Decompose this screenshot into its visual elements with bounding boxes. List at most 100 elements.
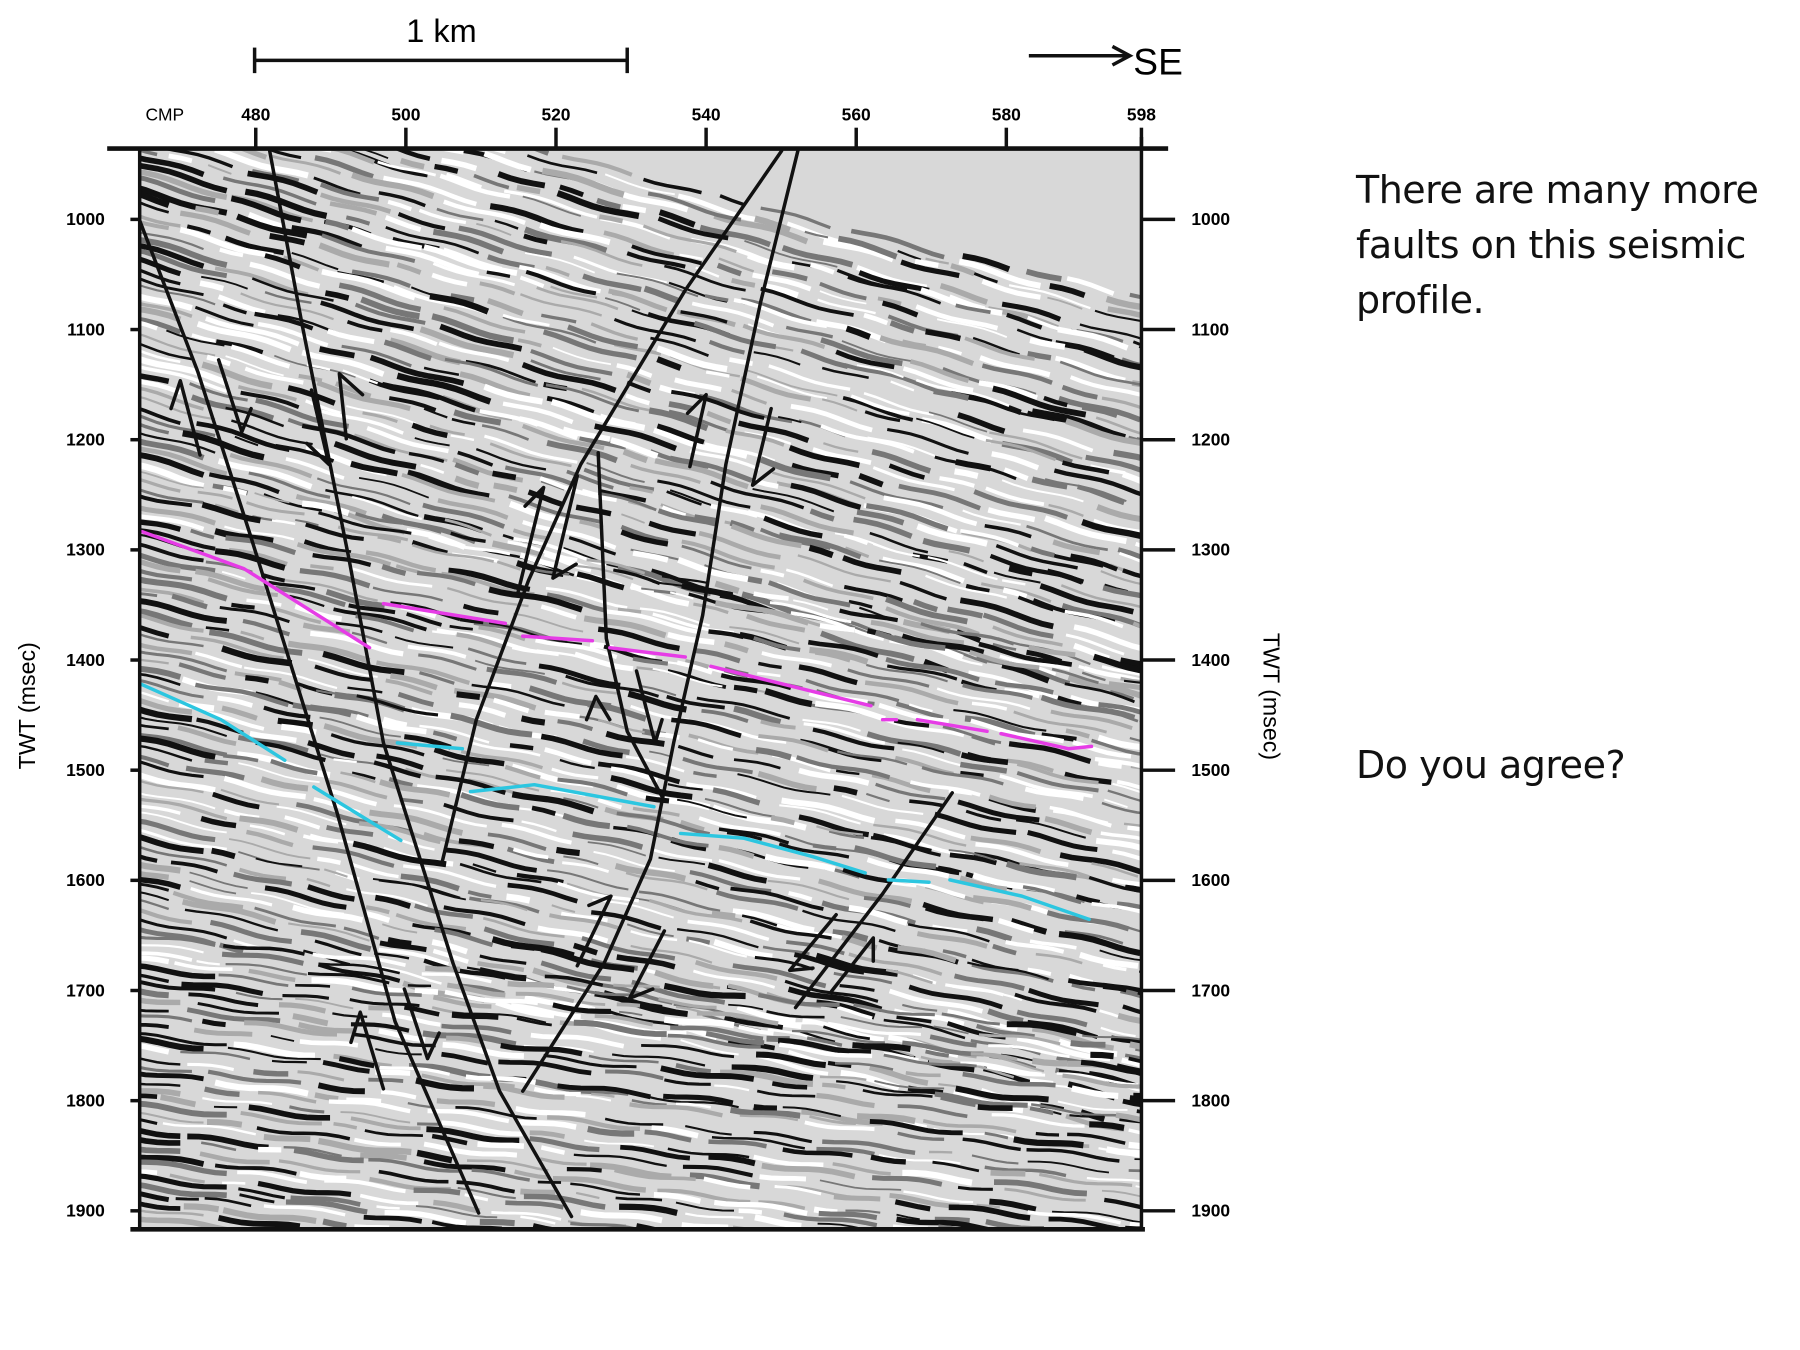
- reflector: [207, 1069, 302, 1085]
- reflector: [408, 1291, 431, 1294]
- reflector: [457, 450, 494, 467]
- reflector: [774, 1184, 822, 1196]
- reflector: [433, 1199, 481, 1214]
- reflector: [656, 345, 728, 373]
- reflector: [597, 798, 622, 810]
- reflector: [323, 113, 358, 124]
- reflector: [305, 522, 364, 542]
- reflector: [941, 1012, 1000, 1026]
- reflector: [139, 162, 228, 194]
- reflector: [976, 1023, 1035, 1039]
- reflector: [1001, 579, 1026, 586]
- reflector: [528, 148, 550, 156]
- reflector: [370, 1264, 416, 1269]
- reflector: [312, 845, 395, 868]
- reflector: [201, 501, 261, 524]
- reflector: [1089, 464, 1126, 475]
- reflector: [1128, 926, 1142, 933]
- reflector: [465, 1334, 558, 1345]
- reflector: [307, 884, 355, 902]
- reflector: [922, 1260, 1003, 1269]
- reflector: [631, 244, 703, 266]
- reflector: [622, 448, 648, 464]
- reflector: [1112, 1248, 1158, 1254]
- reflector: [271, 1059, 307, 1064]
- reflector: [834, 1062, 894, 1071]
- reflector: [730, 886, 824, 911]
- reflector: [540, 604, 577, 620]
- reflector: [318, 346, 355, 359]
- reflector: [139, 293, 193, 311]
- reflector: [162, 1122, 257, 1136]
- reflector: [957, 412, 1006, 435]
- reflector: [943, 1290, 1036, 1301]
- reflector: [352, 840, 447, 868]
- reflector: [731, 277, 756, 288]
- reflector: [787, 1049, 824, 1065]
- reflector: [755, 1051, 827, 1069]
- reflector: [196, 421, 290, 452]
- reflector: [395, 564, 420, 574]
- reflector: [406, 612, 443, 627]
- reflector: [246, 501, 305, 516]
- reflector: [854, 1260, 889, 1261]
- reflector: [625, 393, 650, 406]
- reflector: [896, 1015, 932, 1024]
- reflector: [836, 1080, 930, 1094]
- reflector: [374, 894, 412, 909]
- reflector: [928, 1058, 953, 1066]
- reflector: [411, 539, 448, 556]
- reflector: [917, 1256, 975, 1266]
- reflector: [731, 1064, 814, 1082]
- reflector: [803, 578, 874, 601]
- reflector: [760, 1242, 818, 1246]
- y-tick-label-right: 1600: [1191, 870, 1230, 890]
- reflector: [852, 1042, 911, 1052]
- reflector: [559, 184, 584, 198]
- reflector: [667, 1033, 761, 1049]
- reflector: [439, 323, 523, 352]
- reflector: [1069, 375, 1141, 397]
- reflector: [828, 829, 865, 840]
- reflector: [233, 1041, 316, 1059]
- reflector: [351, 226, 423, 251]
- reflector: [556, 190, 640, 220]
- reflector: [878, 1339, 936, 1349]
- reflector: [1093, 1343, 1128, 1349]
- reflector: [446, 587, 529, 608]
- reflector: [267, 107, 302, 116]
- reflector: [760, 206, 831, 230]
- reflector: [626, 371, 652, 387]
- reflector: [1052, 1210, 1142, 1224]
- reflector: [573, 1019, 667, 1037]
- reflector: [1071, 983, 1096, 992]
- reflector: [989, 431, 1083, 460]
- reflector: [714, 600, 810, 626]
- reflector: [234, 671, 282, 683]
- reflector: [1061, 384, 1098, 400]
- reflector: [139, 422, 170, 435]
- y-tick-label-right: 1400: [1191, 650, 1230, 670]
- reflector: [802, 1017, 885, 1042]
- reflector: [934, 1216, 970, 1224]
- reflector: [1089, 1121, 1125, 1131]
- reflector: [324, 218, 350, 231]
- reflector: [581, 1000, 606, 1006]
- reflector: [699, 224, 771, 248]
- reflector: [1073, 624, 1142, 652]
- reflector: [990, 1169, 1026, 1177]
- reflector: [638, 1332, 708, 1339]
- reflector: [479, 281, 516, 296]
- reflector: [977, 1319, 1000, 1321]
- reflector: [139, 944, 204, 954]
- reflector: [1145, 503, 1191, 513]
- reflector: [576, 1094, 612, 1102]
- reflector: [294, 1317, 375, 1325]
- reflector: [897, 741, 945, 754]
- reflector: [189, 880, 237, 895]
- reflector: [139, 1209, 204, 1217]
- reflector: [516, 184, 541, 195]
- reflector: [908, 703, 933, 713]
- reflector: [591, 1092, 615, 1098]
- reflector: [139, 1100, 227, 1118]
